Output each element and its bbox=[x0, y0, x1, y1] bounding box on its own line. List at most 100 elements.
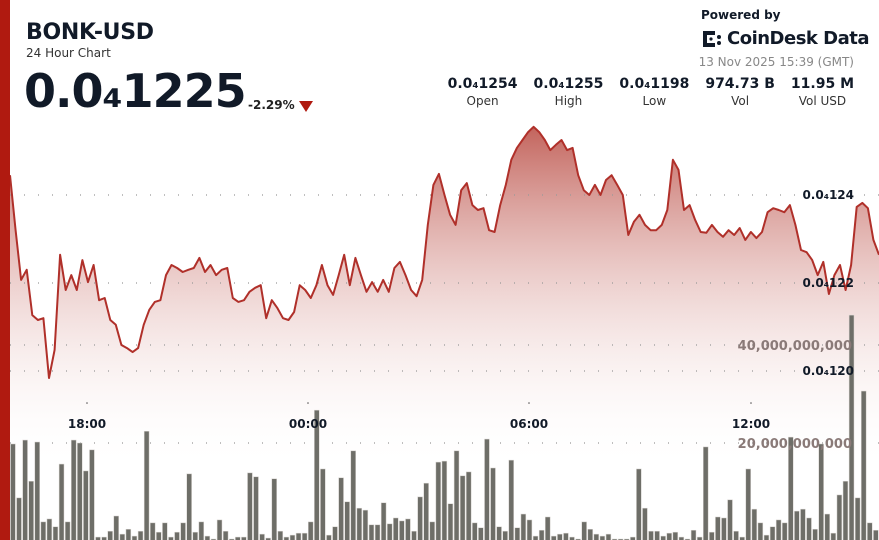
volume-bar bbox=[283, 536, 290, 540]
volume-bar bbox=[417, 496, 423, 540]
volume-bar bbox=[314, 409, 320, 540]
volume-bar bbox=[356, 507, 363, 540]
volume-bar bbox=[727, 499, 733, 540]
stat-label: Vol bbox=[731, 94, 750, 108]
volume-bar bbox=[277, 530, 284, 540]
stat-value: 0.0₄1198 bbox=[619, 76, 690, 92]
time-tick-mark bbox=[86, 402, 88, 404]
volume-bar bbox=[320, 468, 326, 540]
volume-bar bbox=[733, 530, 739, 540]
volume-bar bbox=[186, 473, 192, 540]
volume-bar bbox=[393, 517, 399, 540]
volume-bar bbox=[593, 533, 600, 540]
volume-bar bbox=[520, 513, 527, 540]
volume-bar bbox=[180, 522, 186, 540]
stat-vol-usd: 11.95 M Vol USD bbox=[791, 76, 854, 108]
stat-value: 0.0₄1254 bbox=[447, 76, 518, 92]
volume-bar bbox=[411, 530, 417, 540]
volume-bar bbox=[271, 478, 277, 540]
volume-bar bbox=[824, 513, 830, 540]
stat-value: 11.95 M bbox=[790, 76, 854, 92]
time-tick-label: 12:00 bbox=[732, 417, 770, 431]
volume-bar bbox=[660, 535, 666, 540]
volume-bar bbox=[113, 515, 119, 540]
coindesk-mark-icon bbox=[703, 30, 721, 47]
stat-vol: 974.73 B Vol bbox=[705, 76, 775, 108]
volume-bar bbox=[490, 467, 496, 540]
volume-bar bbox=[168, 536, 174, 540]
volume-bar bbox=[429, 521, 435, 540]
volume-bar bbox=[739, 536, 745, 540]
volume-bar bbox=[405, 518, 411, 540]
volume-bar bbox=[295, 532, 302, 540]
stat-high: 0.0₄1255 High bbox=[534, 76, 604, 108]
volume-bar bbox=[338, 477, 344, 540]
volume-bar bbox=[526, 519, 533, 540]
time-tick-mark bbox=[307, 402, 309, 404]
volume-bar bbox=[137, 530, 144, 540]
time-tick-label: 18:00 bbox=[68, 417, 106, 431]
down-arrow-icon bbox=[299, 101, 313, 112]
volume-bar bbox=[775, 519, 782, 540]
volume-bar bbox=[782, 522, 788, 540]
volume-bar bbox=[867, 522, 873, 540]
price-tick-label: 0.0₄124 bbox=[802, 188, 854, 202]
volume-bar bbox=[496, 526, 502, 540]
volume-bar bbox=[350, 450, 356, 540]
stats-row: 0.0₄1254 Open 0.0₄1255 High 0.0₄1198 Low 97… bbox=[432, 76, 854, 108]
volume-bar bbox=[715, 516, 721, 540]
volume-bar bbox=[162, 522, 168, 540]
volume-bar bbox=[150, 522, 156, 540]
volume-bar bbox=[423, 482, 429, 540]
price-area bbox=[10, 126, 879, 540]
time-tick-label: 06:00 bbox=[510, 417, 548, 431]
volume-bar bbox=[253, 476, 259, 540]
volume-bar bbox=[648, 530, 654, 540]
volume-bar bbox=[107, 530, 113, 540]
stat-label: High bbox=[554, 94, 583, 108]
volume-bar bbox=[344, 501, 350, 540]
volume-bar bbox=[374, 524, 381, 540]
volume-bar bbox=[198, 521, 205, 540]
volume-bar bbox=[235, 536, 241, 540]
stat-value: 0.0₄1255 bbox=[533, 76, 604, 92]
brand-name: CoinDesk Data bbox=[727, 28, 870, 49]
volume-bar bbox=[362, 509, 369, 540]
volume-bar bbox=[16, 497, 22, 540]
volume-bar bbox=[830, 532, 837, 540]
pair-title: BONK-USD bbox=[26, 20, 154, 45]
powered-by-label: Powered by bbox=[701, 8, 781, 22]
volume-bar bbox=[10, 443, 16, 540]
volume-bar bbox=[812, 528, 818, 540]
volume-bar bbox=[332, 526, 338, 540]
volume-bar bbox=[745, 468, 751, 540]
price-tick-label: 0.0₄120 bbox=[802, 364, 854, 378]
volume-bar bbox=[77, 442, 83, 540]
volume-bar bbox=[40, 521, 47, 540]
volume-bar bbox=[666, 532, 672, 540]
volume-bar bbox=[538, 529, 545, 540]
volume-bar bbox=[788, 436, 794, 540]
volume-bar bbox=[587, 528, 593, 540]
volume-bar bbox=[441, 460, 448, 540]
accent-bar bbox=[0, 0, 10, 540]
volume-bar bbox=[569, 536, 575, 540]
volume-bar bbox=[52, 526, 59, 540]
volume-bar bbox=[399, 520, 405, 540]
volume-bar bbox=[156, 531, 162, 540]
volume-bar bbox=[222, 530, 229, 540]
price-line bbox=[9, 125, 879, 379]
volume-bar bbox=[64, 521, 71, 540]
volume-bar bbox=[599, 535, 606, 540]
volume-bar bbox=[71, 439, 77, 540]
volume-bar bbox=[447, 503, 454, 540]
volume-bar bbox=[800, 508, 806, 540]
volume-bar bbox=[806, 517, 812, 540]
volume-bar bbox=[95, 536, 101, 540]
volume-bar bbox=[289, 534, 296, 540]
volume-bar bbox=[83, 470, 89, 540]
volume-bar bbox=[818, 443, 824, 540]
volume-bar bbox=[508, 459, 514, 540]
volume-bar bbox=[174, 531, 180, 540]
